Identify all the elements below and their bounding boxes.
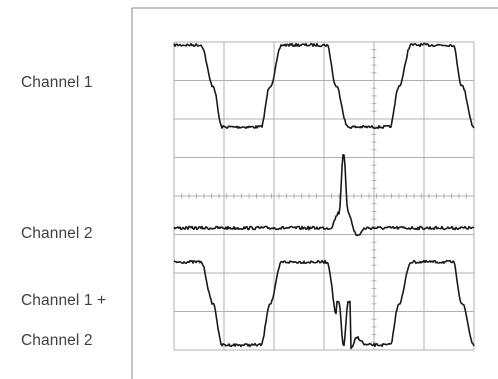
- trace-channel2: [173, 154, 475, 237]
- channel2-label: Channel 2: [21, 225, 93, 242]
- grid: [173, 41, 475, 351]
- sum-label-line2: Channel 2: [21, 332, 93, 349]
- trace-channel1: [173, 42, 475, 130]
- trace-sum: [173, 259, 475, 350]
- sum-label-line1: Channel 1 +: [21, 292, 107, 309]
- channel1-label: Channel 1: [21, 74, 93, 91]
- traces: [173, 42, 475, 350]
